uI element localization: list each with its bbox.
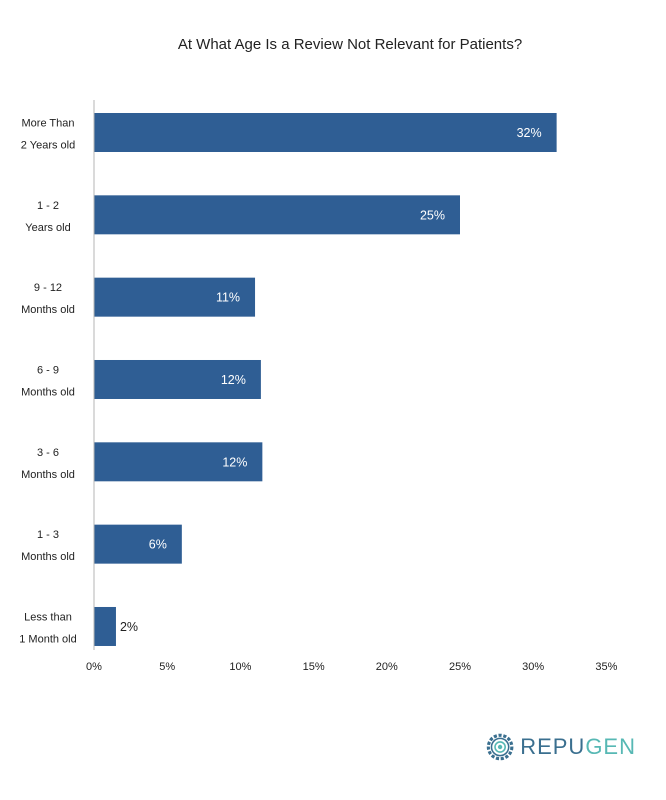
category-label-4-line2: Months old: [21, 469, 75, 481]
bars-layer: [94, 113, 557, 646]
bar-6: [94, 606, 116, 646]
category-label-0-line2: 2 Years old: [21, 140, 75, 152]
category-label-2-line1: 9 - 12: [34, 282, 62, 294]
data-label-3: 12%: [221, 373, 246, 387]
category-label-3-line2: Months old: [21, 386, 75, 398]
category-label-5-line1: 1 - 3: [37, 529, 59, 541]
bar-5: [94, 524, 182, 564]
x-tick-label-7: 35%: [595, 661, 617, 673]
data-label-5: 6%: [149, 538, 167, 552]
bar-2: [94, 277, 256, 317]
category-label-3-line1: 6 - 9: [37, 364, 59, 376]
logo-text-accent: GEN: [585, 734, 636, 759]
x-tick-label-5: 25%: [449, 661, 471, 673]
category-label-1-line2: Years old: [25, 222, 70, 234]
bar-3: [94, 359, 261, 399]
chart-title: At What Age Is a Review Not Relevant for…: [177, 36, 523, 53]
x-tick-label-4: 20%: [376, 661, 398, 673]
x-tick-label-2: 10%: [229, 661, 251, 673]
category-label-6-line1: Less than: [24, 611, 72, 623]
data-label-4: 12%: [222, 455, 247, 469]
data-label-2: 11%: [216, 291, 240, 305]
bar-4: [94, 442, 263, 482]
labels-layer: 32% More Than 2 Years old 25% 1 - 2 Years old…: [19, 118, 541, 646]
bar-1: [94, 195, 460, 235]
x-tick-label-1: 5%: [159, 661, 175, 673]
category-label-0-line1: More Than: [22, 118, 75, 130]
ticks-layer: 0% 5% 10% 15% 20% 25% 30% 35%: [86, 661, 618, 673]
data-label-6: 2%: [120, 620, 138, 634]
x-tick-label-0: 0%: [86, 661, 102, 673]
repugen-logo: REPUGEN: [486, 728, 636, 766]
category-label-6-line2: 1 Month old: [19, 633, 76, 645]
logo-text-primary: REPU: [520, 734, 586, 759]
logo-gear-icon: [486, 733, 514, 761]
bar-0: [94, 113, 557, 152]
x-tick-label-3: 15%: [303, 661, 325, 673]
data-label-0: 32%: [517, 126, 542, 140]
category-label-2-line2: Months old: [21, 304, 75, 316]
logo-text: REPUGEN: [520, 734, 636, 760]
category-label-4-line1: 3 - 6: [37, 447, 59, 459]
category-label-5-line2: Months old: [21, 551, 75, 563]
x-tick-label-6: 30%: [522, 661, 544, 673]
data-label-1: 25%: [420, 208, 445, 222]
category-label-1-line1: 1 - 2: [37, 200, 59, 212]
